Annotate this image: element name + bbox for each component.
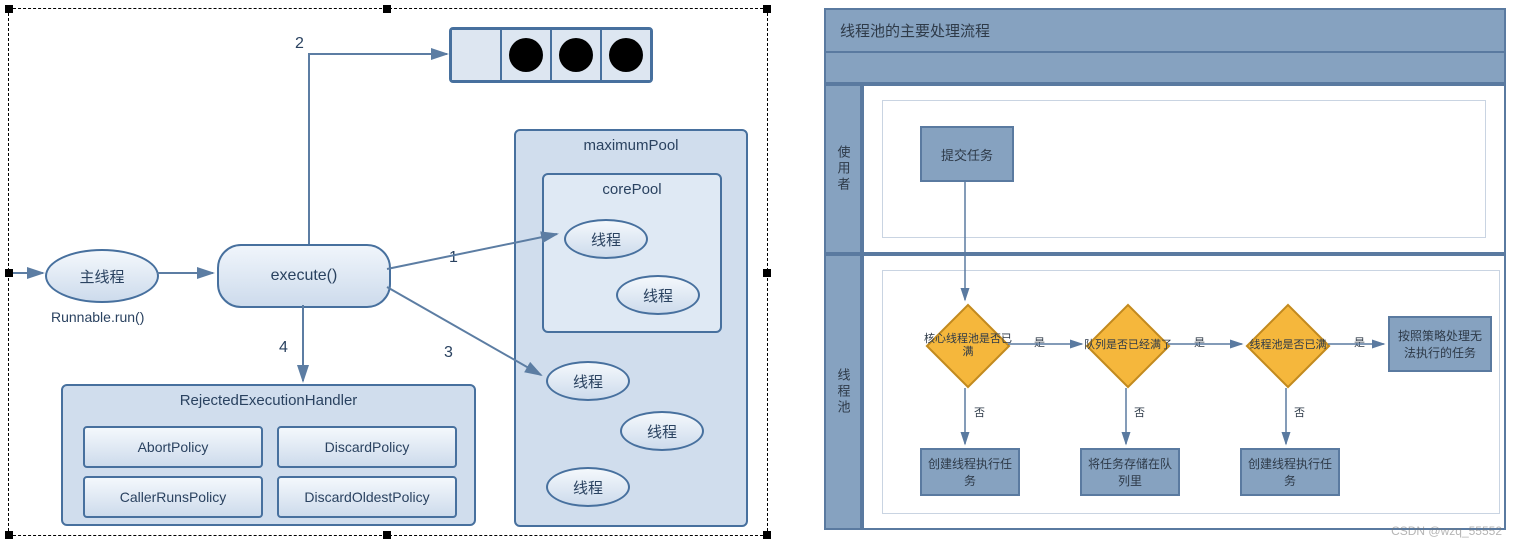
no-1: 否 [974,404,985,420]
execute-node: execute() [217,244,391,308]
handle [763,531,771,539]
b2-label: 将任务存储在队列里 [1086,455,1174,489]
handler-panel: RejectedExecutionHandler AbortPolicy Dis… [61,384,476,526]
reject-label: 按照策略处理无法执行的任务 [1394,327,1486,361]
discard-label: DiscardPolicy [325,439,410,455]
main-thread-label: 主线程 [79,266,124,287]
abort-label: AbortPolicy [138,439,209,455]
execute-label: execute() [271,267,338,285]
pool-section: 核心线程池是否已满 队列是否已经满了 线程池是否已满 按照策略处理无法执行的任务… [862,254,1506,530]
arrow-num-2: 2 [295,35,304,53]
no-3: 否 [1294,404,1305,420]
maximum-pool-title: maximumPool [516,131,746,158]
thread-node: 线程 [564,219,648,259]
store-queue-box: 将任务存储在队列里 [1080,448,1180,496]
left-diagram: 主线程 Runnable.run() execute() 2 1 3 4 max… [8,8,768,536]
task-dot [509,38,543,72]
right-diagram: 线程池的主要处理流程 使用者 提交任务 线程池 核心线程池是否已满 队列是否已经… [824,8,1506,536]
thread-label: 线程 [647,421,677,442]
yes-3: 是 [1354,334,1365,350]
caller-runs-policy: CallerRunsPolicy [83,476,263,518]
right-title-bar: 线程池的主要处理流程 [824,8,1506,84]
create-thread-box-2: 创建线程执行任务 [1240,448,1340,496]
thread-label: 线程 [643,285,673,306]
handle [383,531,391,539]
pool-section-text: 线程池 [834,368,853,416]
user-section-text: 使用者 [834,145,853,193]
arrow-num-4: 4 [279,339,288,357]
abort-policy: AbortPolicy [83,426,263,468]
discard-oldest-label: DiscardOldestPolicy [304,489,429,505]
yes-2: 是 [1194,334,1205,350]
discard-policy: DiscardPolicy [277,426,457,468]
arrow-num-1: 1 [449,249,458,267]
decision-pool-label: 线程池是否已满 [1242,318,1334,374]
no-2: 否 [1134,404,1145,420]
create-thread-box-1: 创建线程执行任务 [920,448,1020,496]
discard-oldest-policy: DiscardOldestPolicy [277,476,457,518]
thread-node: 线程 [546,361,630,401]
maximum-pool-panel: maximumPool corePool 线程 线程 线程 线程 线程 [514,129,748,527]
handle [383,5,391,13]
b3-label: 创建线程执行任务 [1246,455,1334,489]
yes-1: 是 [1034,334,1045,350]
thread-node: 线程 [616,275,700,315]
submit-task-label: 提交任务 [941,145,993,164]
submit-task-box: 提交任务 [920,126,1014,182]
handle [5,5,13,13]
handle [5,269,13,277]
task-dot [609,38,643,72]
watermark: CSDN @wzq_55552 [1391,524,1502,538]
runnable-label: Runnable.run() [51,309,144,325]
right-title: 线程池的主要处理流程 [826,10,1504,53]
queue-slot-empty [451,29,501,81]
core-pool-panel: corePool 线程 线程 [542,173,722,333]
decision-core-label: 核心线程池是否已满 [922,318,1014,374]
core-pool-title: corePool [544,175,720,202]
user-section: 提交任务 [862,84,1506,254]
thread-label: 线程 [573,477,603,498]
user-section-label: 使用者 [824,84,862,254]
b1-label: 创建线程执行任务 [926,455,1014,489]
queue-slot [551,29,601,81]
arrow-num-3: 3 [444,344,453,362]
caller-label: CallerRunsPolicy [120,489,227,505]
container: 主线程 Runnable.run() execute() 2 1 3 4 max… [0,0,1514,544]
thread-node: 线程 [620,411,704,451]
thread-node: 线程 [546,467,630,507]
pool-section-label: 线程池 [824,254,862,530]
main-thread-node: 主线程 [45,249,159,303]
thread-label: 线程 [591,229,621,250]
handle [5,531,13,539]
handle [763,5,771,13]
handle [763,269,771,277]
reject-box: 按照策略处理无法执行的任务 [1388,316,1492,372]
handler-title: RejectedExecutionHandler [63,386,474,413]
thread-label: 线程 [573,371,603,392]
decision-queue-label: 队列是否已经满了 [1082,318,1174,374]
queue-slot [601,29,651,81]
task-dot [559,38,593,72]
queue-slot [501,29,551,81]
queue [449,27,653,83]
